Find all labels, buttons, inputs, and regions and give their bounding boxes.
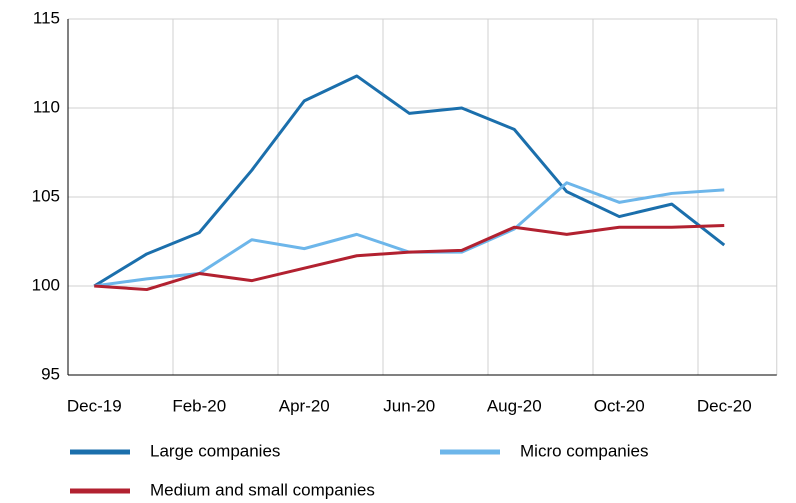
legend-label: Large companies [150,441,280,460]
x-tick-label: Aug-20 [487,396,542,415]
x-tick-label: Feb-20 [172,396,226,415]
x-tick-label: Oct-20 [594,396,645,415]
legend-label: Micro companies [520,441,649,460]
line-series [94,223,725,292]
y-tick-label: 105 [32,186,60,205]
x-tick-label: Apr-20 [279,396,330,415]
y-tick-label: 95 [41,364,60,383]
y-tick-label: 115 [33,8,60,27]
line-series [93,74,726,288]
line-series [94,181,725,288]
y-tick-label: 100 [32,275,60,294]
legend-label: Medium and small companies [150,480,375,499]
y-tick-label: 110 [33,97,60,116]
x-tick-label: Jun-20 [383,396,435,415]
x-tick-label: Dec-19 [67,396,122,415]
x-tick-label: Dec-20 [697,396,752,415]
